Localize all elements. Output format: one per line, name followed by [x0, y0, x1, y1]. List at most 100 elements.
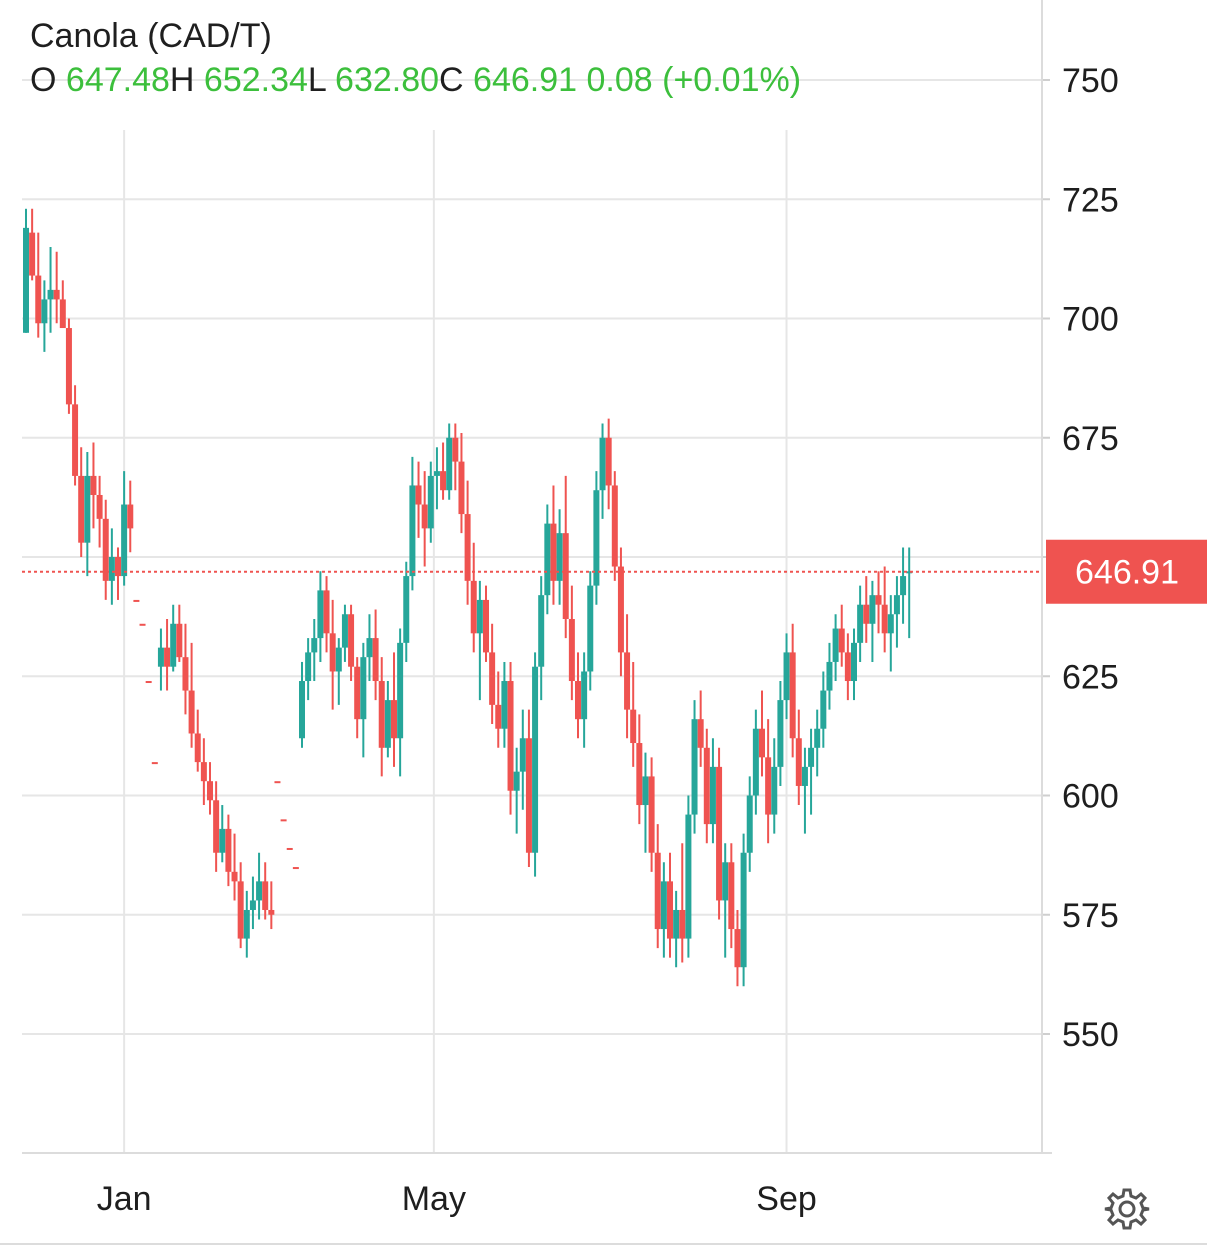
candle-body	[869, 595, 876, 624]
candle-body	[213, 800, 220, 853]
candle-body	[789, 652, 796, 739]
candle-body	[311, 638, 318, 653]
candle-body	[544, 523, 551, 596]
candle-body	[194, 733, 201, 763]
candle-body	[421, 504, 428, 529]
candle-body	[41, 299, 48, 324]
candle-body	[317, 590, 324, 639]
candle-body	[605, 437, 612, 486]
gap-mark	[145, 681, 152, 684]
candle-body	[838, 628, 845, 653]
candle-body	[188, 690, 195, 734]
candle-body	[857, 604, 864, 643]
low-value: 632.80	[335, 61, 440, 99]
candle-body	[697, 719, 704, 748]
candle-body	[249, 900, 256, 910]
gap-mark	[274, 781, 281, 784]
candle-body	[446, 437, 453, 491]
candle-body	[29, 232, 36, 276]
candle-body	[501, 681, 508, 729]
candle-body	[366, 638, 373, 658]
candle-body	[219, 828, 226, 853]
candle-body	[372, 638, 379, 682]
candle-body	[207, 781, 213, 801]
candle-body	[47, 289, 54, 300]
candle-body	[513, 771, 520, 791]
candle-body	[262, 881, 269, 910]
candle-body	[182, 657, 189, 691]
candle-body	[587, 585, 594, 672]
candle-body	[384, 700, 391, 748]
candle-body	[415, 485, 422, 505]
candle-body	[765, 757, 772, 815]
candle-body	[740, 852, 747, 968]
candle-body	[341, 614, 348, 648]
candle-body	[863, 604, 870, 624]
candle-body	[624, 652, 631, 710]
y-tick-label: 675	[1062, 420, 1119, 458]
candle-body	[35, 275, 42, 324]
candle-body	[127, 504, 134, 529]
candle-body	[568, 619, 575, 682]
candle-body	[507, 681, 514, 791]
candle-body	[575, 681, 581, 720]
candle-body	[832, 628, 839, 662]
candle-body	[759, 728, 765, 758]
candle-body	[53, 289, 60, 300]
gap-mark	[151, 762, 158, 765]
candle-body	[538, 595, 545, 667]
candle-body	[875, 595, 882, 605]
candle-body	[562, 533, 569, 620]
candle-body	[59, 299, 66, 329]
y-tick-label: 625	[1062, 658, 1119, 696]
candle-body	[746, 795, 753, 853]
candle-body	[820, 690, 827, 729]
gear-icon[interactable]	[1103, 1187, 1151, 1231]
candle-body	[115, 557, 121, 577]
last-price-badge	[1046, 539, 1207, 604]
candle-body	[23, 227, 29, 333]
candle-body	[525, 738, 532, 853]
candle-body	[550, 523, 557, 581]
candle-body	[78, 475, 85, 543]
candle-body	[906, 571, 913, 574]
y-tick-label: 575	[1062, 897, 1119, 935]
candle-body	[470, 580, 477, 634]
candle-body	[65, 328, 72, 405]
candle-body	[268, 909, 275, 915]
x-tick-label: Jan	[97, 1180, 152, 1218]
candle-body	[728, 862, 735, 930]
last-price-label: 646.91	[1075, 554, 1179, 592]
y-tick-label: 700	[1062, 301, 1119, 339]
candle-body	[703, 747, 710, 825]
candle-body	[519, 738, 526, 772]
candle-body	[489, 652, 496, 705]
candle-body	[378, 681, 385, 748]
close-value: 646.91	[473, 61, 578, 99]
y-tick-label: 550	[1062, 1016, 1119, 1054]
candle-body	[679, 909, 686, 939]
candle-body	[777, 700, 784, 767]
candle-body	[237, 881, 244, 939]
candle-body	[200, 762, 207, 782]
candle-body	[611, 485, 618, 567]
candle-body	[84, 475, 91, 543]
candle-body	[716, 766, 723, 901]
candle-body	[409, 485, 416, 577]
high-label: H	[169, 61, 195, 99]
candle-body	[329, 633, 336, 672]
open-value: 647.48	[65, 61, 170, 99]
gap-mark	[139, 623, 146, 626]
chart-title: Canola (CAD/T)	[30, 17, 272, 55]
candle-body	[814, 728, 821, 748]
candle-body	[108, 557, 115, 581]
candle-body	[771, 766, 778, 815]
candle-body	[685, 814, 692, 939]
candle-body	[556, 533, 563, 581]
candle-body	[654, 852, 661, 930]
y-tick-label: 725	[1062, 181, 1119, 219]
candle-body	[72, 404, 79, 476]
low-label: L	[307, 61, 326, 99]
candle-body	[617, 566, 624, 653]
candle-body	[397, 642, 404, 739]
